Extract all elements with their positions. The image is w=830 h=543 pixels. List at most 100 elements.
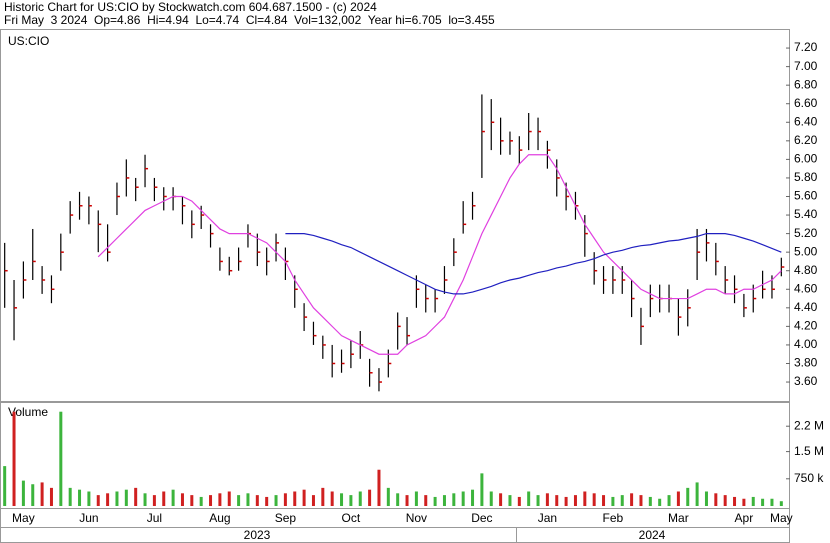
volume-bar [770,498,774,506]
volume-bar [761,498,765,506]
volume-bar [265,496,269,506]
volume-bar [611,496,615,506]
volume-bar [742,498,746,506]
volume-bar [255,495,259,506]
volume-bar [602,495,606,506]
volume-bar [639,495,643,506]
volume-bar [555,495,559,506]
volume-bar [396,493,400,506]
x-tick-label: Jun [79,511,98,525]
y-tick-label: 5.60 [794,189,818,203]
volume-bar [704,491,708,506]
volume-bar [424,495,428,506]
volume-bar [368,489,372,506]
volume-bar [620,495,624,506]
volume-bar [527,491,531,506]
chart-title: Historic Chart for US:CIO by Stockwatch.… [4,0,377,14]
y-tick-label: 2.2 M [794,418,824,432]
y-tick-label: 6.80 [794,77,818,91]
y-tick-label: 4.00 [794,337,818,351]
volume-bar [751,496,755,506]
volume-bar [143,493,147,506]
volume-bar [583,491,587,506]
x-tick-label: Apr [735,511,754,525]
volume-bar [283,493,287,506]
volume-bar [12,411,16,506]
volume-bar [349,495,353,506]
volume-bar [311,495,315,506]
x-tick-label: Mar [668,511,689,525]
x-tick-label: Jan [538,511,557,525]
x-tick-label: Dec [471,511,492,525]
volume-bar [274,495,278,506]
x-tick-label: Jul [147,511,162,525]
y-tick-label: 4.80 [794,263,818,277]
y-tick-label: 750 k [794,471,824,485]
volume-bar [246,493,250,506]
y-tick-label: 3.60 [794,374,818,388]
volume-bar [87,491,91,506]
volume-bar [517,496,521,506]
volume-bar [545,493,549,506]
year-label: 2023 [244,528,271,542]
volume-bar [21,480,25,506]
volume-bar [124,489,128,506]
volume-bar [96,495,100,506]
y-tick-label: 5.20 [794,226,818,240]
volume-bar [106,493,110,506]
volume-bar [237,495,241,506]
volume-bar [658,498,662,506]
symbol-label: US:CIO [8,34,49,48]
y-tick-label: 4.40 [794,300,818,314]
volume-bar [115,491,119,506]
volume-bar [377,469,381,506]
chart-subtitle: Fri May 3 2024 Op=4.86 Hi=4.94 Lo=4.74 C… [4,13,495,27]
volume-bar [733,496,737,506]
y-tick-label: 4.60 [794,281,818,295]
volume-bar [405,495,409,506]
moving-average [285,233,782,295]
y-tick-label: 6.20 [794,133,818,147]
volume-bar [489,491,493,506]
volume-bar [452,493,456,506]
volume-bar [358,491,362,506]
y-tick-label: 3.80 [794,356,818,370]
x-tick-label: Aug [209,511,230,525]
volume-bar [209,495,213,506]
volume-bar [68,487,72,506]
x-tick-label: Oct [342,511,361,525]
volume-bar [199,496,203,506]
y-tick-label: 5.00 [794,244,818,258]
volume-bar [573,495,577,506]
volume-bar [480,473,484,506]
volume-bar [648,496,652,506]
volume-bar [433,496,437,506]
x-tick-label: May [770,511,793,525]
volume-bar [667,495,671,506]
y-tick-label: 5.40 [794,207,818,221]
y-tick-label: 7.20 [794,40,818,54]
volume-bar [218,493,222,506]
volume-bar [340,493,344,506]
x-tick-label: May [12,511,35,525]
volume-bar [414,491,418,506]
volume-bar [499,493,503,506]
volume-bar [293,491,297,506]
y-tick-label: 6.60 [794,96,818,110]
volume-bar [779,501,783,506]
volume-bar [630,493,634,506]
volume-bar [180,493,184,506]
x-tick-label: Nov [406,511,427,525]
volume-bar [508,495,512,506]
volume-bar [190,495,194,506]
y-tick-label: 1.5 M [794,444,824,458]
volume-bar [676,491,680,506]
y-tick-label: 7.00 [794,59,818,73]
volume-bar [321,487,325,506]
y-tick-label: 5.80 [794,170,818,184]
volume-bar [442,495,446,506]
volume-bar [31,484,35,506]
volume-bar [162,491,166,506]
